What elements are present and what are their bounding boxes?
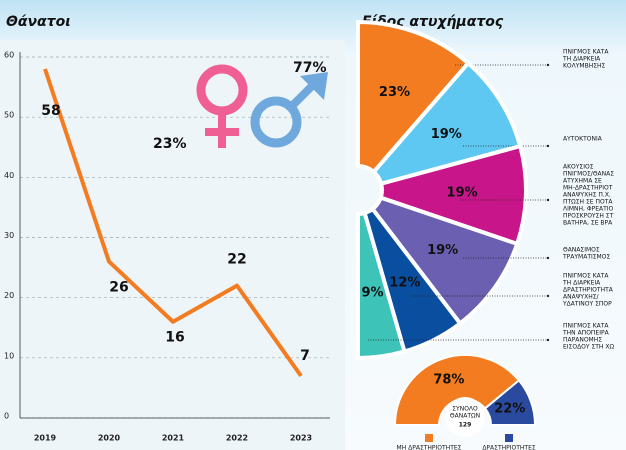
- category-label: ΤΗ ΔΙΑΡΚΕΙΑ: [562, 56, 601, 63]
- category-label: ΚΟΛΥΜΒΗΣΗΣ: [563, 63, 606, 70]
- pie-value-label: 19%: [447, 186, 478, 201]
- category-label: ΥΔΑΤΙΝΟΥ ΣΠΟΡ: [562, 301, 612, 308]
- category-label: ΠΤΩΣΗ ΣΕ ΠΟΤΑ: [563, 199, 613, 206]
- category-label: ΑΝΑΨΥΧΗΣ/: [563, 294, 599, 301]
- category-label: ΠΝΙΓΜΟΣ ΚΑΤΑ: [563, 49, 609, 56]
- pie-segment: [370, 60, 523, 187]
- male-icon: [250, 96, 302, 148]
- line-title: Θάνατοι: [6, 14, 71, 30]
- x-tick-label: 2019: [34, 434, 57, 443]
- pie-segment: [378, 143, 528, 247]
- connector-dot: [546, 338, 550, 342]
- center-total: 129: [459, 422, 472, 429]
- connector-dot: [546, 256, 550, 260]
- category-label: ΑΤΥΧΗΜΑ ΣΕ: [563, 178, 602, 185]
- donut-center: [445, 397, 485, 437]
- category-label: ΠΝΙΓΜΟΣ ΚΑΤΑ: [563, 323, 609, 330]
- category-label: ΠΑΡΑΝΟΜΗΣ: [563, 337, 602, 344]
- pie-value-label: 19%: [427, 243, 458, 258]
- pie-segment: [369, 195, 520, 327]
- category-label: ΔΡΑΣΤΗΡΙΟΤΗΤΑ: [563, 287, 614, 294]
- category-label: ΑΥΤΟΚΤΟΝΙΑ: [563, 136, 603, 143]
- donut-value-label: 22%: [494, 401, 525, 416]
- category-label: ΤΗ ΔΙΑΡΚΕΙΑ: [562, 280, 601, 287]
- y-tick-label: 30: [4, 231, 14, 240]
- y-tick-label: 0: [4, 412, 9, 421]
- pie-value-label: 12%: [389, 276, 420, 291]
- value-label: 58: [41, 103, 60, 119]
- center-label: ΘΑΝΑΤΩΝ: [450, 413, 480, 420]
- x-tick-label: 2020: [98, 434, 121, 443]
- category-label: ΤΗΝ ΑΠΟΠΕΙΡΑ: [562, 330, 610, 337]
- category-label: ΠΝΙΓΜΟΣ/ΘΑΝΑΣ: [563, 171, 614, 178]
- value-label: 26: [109, 280, 128, 296]
- value-label: 7: [300, 348, 310, 364]
- center-label: ΣΥΝΟΛΟ: [452, 406, 478, 413]
- female-icon: [196, 64, 248, 116]
- connector-dot: [546, 198, 550, 202]
- pie-value-label: 23%: [379, 85, 410, 100]
- legend-label: ΔΡΑΣΤΗΡΙΟΤΗΤΕΣ: [482, 445, 536, 450]
- category-label: ΒΑΤΗΡΑ, ΣΕ ΒΡΑ: [563, 220, 613, 227]
- x-tick-label: 2023: [290, 434, 312, 443]
- y-tick-label: 10: [4, 351, 14, 360]
- value-label: 22: [227, 252, 246, 268]
- category-label: ΤΡΑΥΜΑΤΙΣΜΟΣ: [562, 254, 610, 261]
- y-tick-label: 60: [4, 51, 14, 60]
- line: [43, 68, 303, 378]
- pie-segment: [356, 19, 472, 175]
- donut-segment: [393, 354, 521, 426]
- pie-segment: [356, 210, 407, 361]
- category-label: ΠΡΟΣΚΡΟΥΣΗ ΣΤ: [563, 213, 614, 220]
- legend-swatch: [425, 434, 433, 442]
- female-label: 23%: [153, 136, 187, 152]
- category-label: ΠΝΙΓΜΟΣ ΚΑΤΑ: [563, 273, 609, 280]
- male-label: 77%: [293, 60, 327, 76]
- pie-value-label: 9%: [361, 286, 383, 301]
- legend-label: ΜΗ ΔΡΑΣΤΗΡΙΟΤΗΤΕΣ: [397, 445, 462, 450]
- category-label: ΑΝΑΨΥΧΗΣ Π.Χ.: [563, 192, 611, 199]
- male-icon-head: [300, 72, 328, 100]
- legend-swatch: [505, 434, 513, 442]
- category-label: ΑΚΟΥΣΙΟΣ: [563, 164, 594, 171]
- y-tick-label: 20: [4, 291, 14, 300]
- y-tick-label: 50: [4, 111, 14, 120]
- pie-value-label: 19%: [431, 127, 462, 142]
- connector-dot: [546, 144, 550, 148]
- x-tick-label: 2021: [162, 434, 185, 443]
- connector-dot: [546, 63, 550, 67]
- category-label: ΜΗ-ΔΡΑΣΤΗΡΙΟΤ: [563, 185, 613, 192]
- donut-value-label: 78%: [433, 373, 464, 388]
- connector-dot: [546, 294, 550, 298]
- category-label: ΕΙΣΟΔΟΥ ΣΤΗ ΧΩ: [563, 344, 614, 351]
- category-label: ΘΑΝΑΣΙΜΟΣ: [563, 247, 600, 254]
- x-tick-label: 2022: [226, 434, 248, 443]
- category-label: ΛΙΜΝΗ, ΦΡΕΑΤΙΟ: [563, 206, 614, 213]
- y-tick-label: 40: [4, 171, 14, 180]
- value-label: 16: [165, 330, 184, 346]
- donut-segment: [483, 378, 537, 426]
